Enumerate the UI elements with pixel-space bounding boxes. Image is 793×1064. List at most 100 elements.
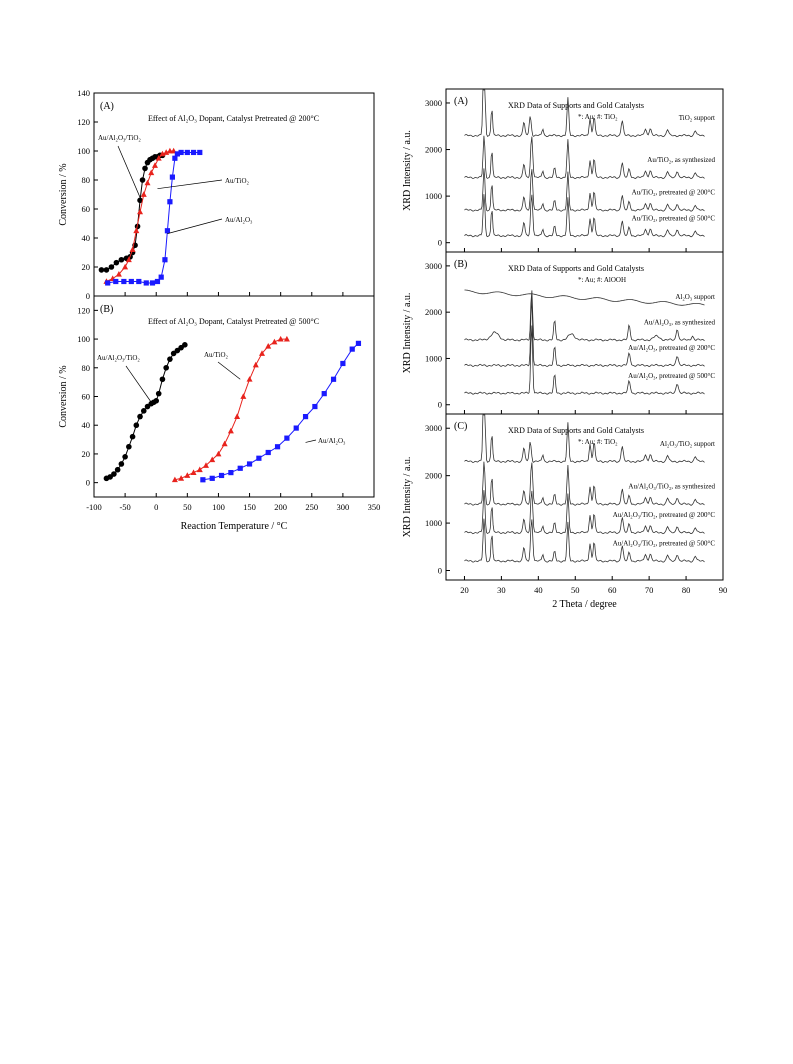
x-axis-title: 2 Theta / degree	[552, 599, 617, 610]
data-point	[154, 278, 161, 285]
data-point	[178, 149, 184, 156]
data-point	[197, 149, 203, 156]
xrd-trace	[464, 135, 705, 180]
data-point	[209, 456, 216, 463]
data-point	[151, 162, 158, 168]
y-tick-label: 2000	[425, 471, 442, 481]
x-tick-label: 80	[682, 585, 691, 595]
x-tick-label: 300	[337, 502, 350, 512]
annotation-label: Au/Al₂O₃	[225, 216, 253, 224]
data-point	[200, 477, 206, 483]
legend-note: *: Au; #: TiO₂	[578, 438, 618, 446]
series-1	[171, 335, 290, 483]
data-point	[133, 422, 140, 429]
chart-title: Effect of Al₂O₃ Dopant, Catalyst Pretrea…	[148, 317, 319, 326]
data-point	[227, 427, 234, 434]
data-point	[349, 346, 355, 352]
plot-frame	[93, 295, 375, 498]
data-point	[190, 149, 197, 156]
series-line	[174, 338, 287, 481]
y-axis-title: XRD Intensity / a.u.	[402, 293, 413, 374]
data-point	[159, 376, 166, 383]
data-point	[256, 455, 262, 461]
data-point	[182, 342, 188, 348]
trace-label: Al₂O₃/TiO₂ support	[660, 440, 715, 448]
xrd-trace	[464, 414, 705, 464]
y-tick-label: 0	[438, 400, 442, 410]
xrd-trace	[464, 325, 705, 395]
x-tick-label: 150	[243, 502, 256, 512]
data-point	[126, 443, 132, 450]
data-point	[114, 466, 121, 473]
panel-label: (B)	[100, 304, 113, 315]
series-line	[202, 343, 359, 481]
chart-title: XRD Data of Supports and Gold Catalysts	[508, 426, 644, 435]
data-point	[302, 414, 309, 420]
xrd-trace	[464, 518, 705, 563]
data-point	[153, 398, 160, 404]
data-point	[209, 475, 215, 481]
data-point	[122, 454, 128, 460]
panel-label: (A)	[454, 96, 468, 107]
trace-label: Au/Al₂O₃, pretreated @ 500°C	[628, 372, 715, 380]
trace-label: Au/TiO₂, pretreated @ 500°C	[632, 214, 716, 222]
y-tick-label: 3000	[425, 261, 442, 271]
annotation-arrow	[157, 179, 223, 190]
series-0	[103, 342, 188, 482]
y-axis-title: XRD Intensity / a.u.	[402, 130, 413, 211]
data-point	[240, 393, 247, 399]
data-point	[234, 413, 241, 419]
x-tick-label: 200	[274, 502, 287, 512]
data-point	[184, 472, 191, 478]
data-point	[140, 408, 147, 414]
x-tick-label: 30	[497, 585, 506, 595]
data-point	[155, 390, 162, 397]
data-point	[142, 165, 148, 172]
x-tick-label: 20	[460, 585, 469, 595]
data-point	[196, 466, 203, 473]
y-tick-label: 120	[77, 305, 90, 315]
y-tick-label: 1000	[425, 353, 442, 363]
data-point	[174, 151, 180, 157]
chart-title: XRD Data of Supports and Gold Catalysts	[508, 264, 644, 273]
x-tick-label: 50	[183, 502, 192, 512]
y-tick-label: 0	[438, 566, 442, 576]
y-tick-label: 20	[82, 449, 91, 459]
x-tick-label: 0	[154, 502, 158, 512]
trace-label: Au/TiO₂, pretreated @ 200°C	[632, 189, 716, 197]
data-point	[113, 278, 119, 285]
y-tick-label: 1000	[425, 518, 442, 528]
data-point	[128, 278, 134, 285]
y-tick-label: 3000	[425, 423, 442, 433]
plot-frame	[445, 413, 724, 581]
xrd-trace	[464, 168, 705, 212]
data-point	[163, 364, 169, 371]
data-point	[265, 449, 271, 456]
y-axis-title: Conversion / %	[58, 163, 69, 225]
annotation-label: Au/TiO₂	[225, 177, 250, 185]
data-point	[113, 259, 120, 266]
data-point	[330, 376, 337, 382]
data-point	[284, 435, 290, 441]
y-axis-title: XRD Intensity / a.u.	[402, 457, 413, 538]
data-point	[215, 450, 222, 457]
y-tick-label: 120	[77, 117, 90, 127]
data-point	[321, 391, 327, 397]
data-point	[129, 246, 136, 252]
xrd-trace	[464, 290, 705, 342]
legend-note: *: Au; #: TiO₂	[578, 113, 618, 121]
y-axis-title: Conversion / %	[58, 365, 69, 427]
x-tick-label: 100	[212, 502, 225, 512]
data-point	[340, 360, 346, 367]
annotation-arrow	[305, 439, 317, 443]
data-point	[274, 444, 281, 450]
y-tick-label: 60	[82, 204, 91, 214]
data-point	[108, 264, 115, 270]
annotation-label: Au/Al₂O₃	[318, 437, 346, 445]
data-point	[125, 256, 132, 263]
y-tick-label: 20	[82, 262, 91, 272]
annotation-arrow	[125, 365, 152, 403]
y-tick-label: 80	[82, 175, 91, 185]
